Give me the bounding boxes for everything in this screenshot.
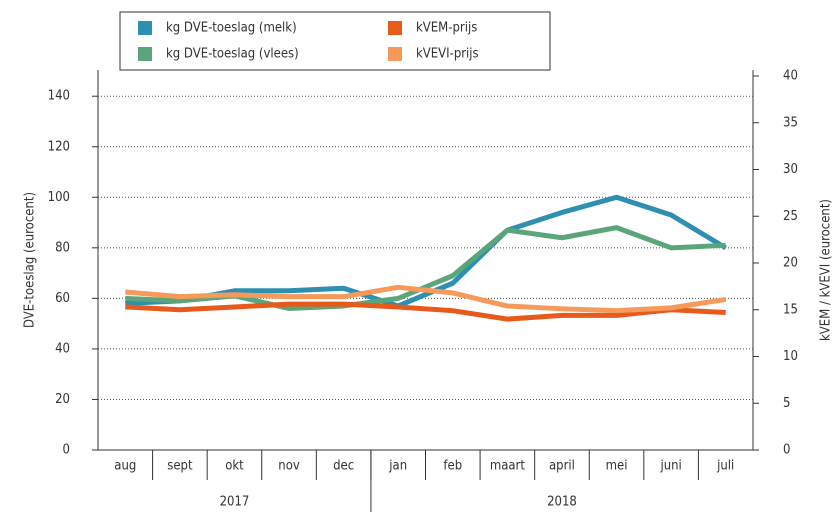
y2-tick-label: 25	[783, 209, 798, 224]
legend-swatch	[138, 47, 152, 61]
y2-tick-label: 10	[783, 349, 798, 364]
x-tick-label: juni	[659, 459, 681, 474]
y-tick-label: 60	[55, 291, 70, 306]
y-tick-label: 40	[55, 341, 70, 356]
y2-tick-label: 0	[783, 443, 790, 458]
legend-label: kg DVE-toeslag (vlees)	[166, 47, 299, 62]
x-tick-label: april	[549, 459, 575, 474]
y2-tick-label: 20	[783, 256, 798, 271]
series-line	[125, 301, 726, 322]
x-tick-label: mei	[606, 459, 628, 474]
legend-swatch	[388, 47, 402, 61]
y2-tick-label: 40	[783, 69, 798, 84]
legend-label: kVEVI-prijs	[416, 47, 479, 62]
y-tick-label: 80	[55, 240, 70, 255]
x-tick-label: nov	[278, 459, 300, 474]
x-tick-label: okt	[225, 459, 244, 474]
x-tick-label: juli	[716, 459, 734, 474]
y-tick-label: 140	[48, 89, 70, 104]
y-axis-label: DVE-toeslag (eurocent)	[23, 192, 38, 328]
y-tick-label: 120	[48, 139, 70, 154]
legend-swatch	[138, 21, 152, 35]
x-tick-label: sept	[167, 459, 193, 474]
series-line	[125, 194, 727, 309]
legend-swatch	[388, 21, 402, 35]
x-tick-label: aug	[114, 459, 136, 474]
y2-tick-label: 5	[783, 396, 790, 411]
y-tick-label: 0	[63, 443, 70, 458]
x-tick-label: feb	[443, 459, 462, 474]
y2-tick-label: 15	[783, 302, 798, 317]
y-tick-label: 100	[48, 190, 70, 205]
y2-tick-label: 35	[783, 115, 798, 130]
y2-axis-label: kVEM / kVEVI (eurocent)	[819, 199, 834, 341]
year-label: 2018	[547, 495, 577, 510]
y2-tick-label: 30	[783, 162, 798, 177]
legend-box	[119, 11, 551, 71]
x-tick-label: jan	[388, 459, 407, 474]
series-line	[125, 284, 727, 314]
year-label: 2017	[220, 495, 250, 510]
legend-label: kVEM-prijs	[416, 21, 477, 36]
legend-label: kg DVE-toeslag (melk)	[166, 21, 297, 36]
x-tick-label: dec	[333, 459, 354, 474]
y-tick-label: 20	[55, 392, 70, 407]
x-tick-label: maart	[490, 459, 526, 474]
